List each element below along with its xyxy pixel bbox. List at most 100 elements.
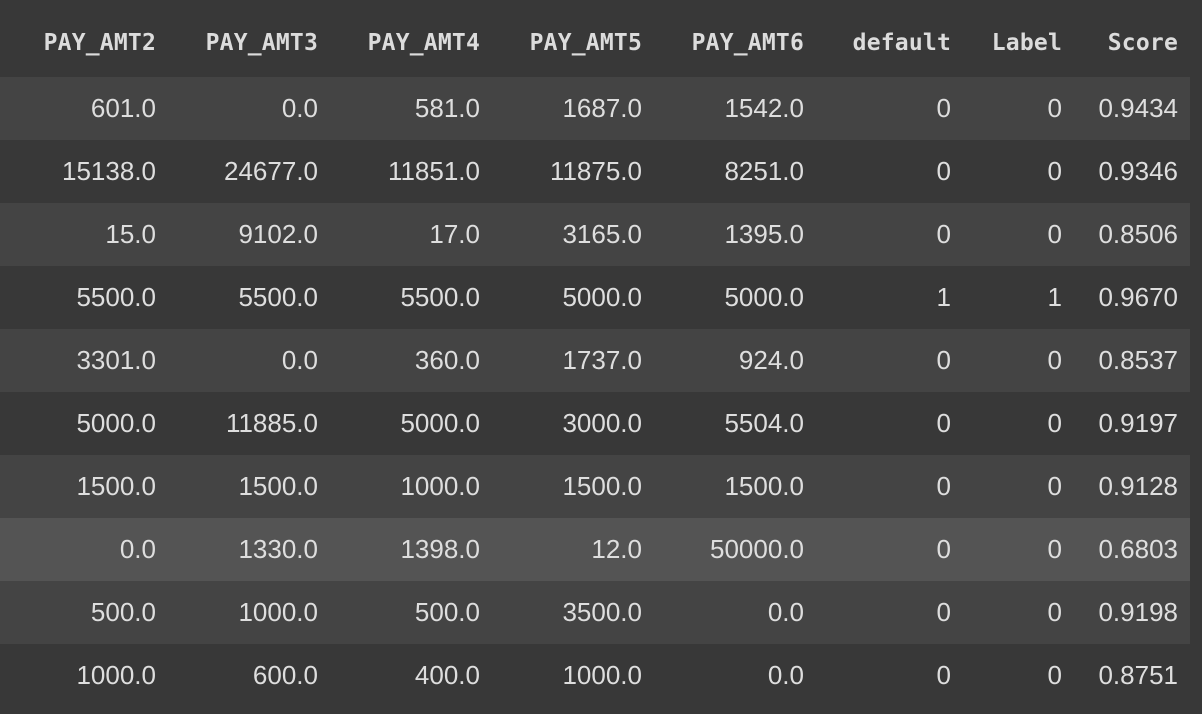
pay-amt5-cell: 3165.0 <box>562 219 642 249</box>
label-cell: 0 <box>1047 408 1062 438</box>
column-header-score: Score <box>1074 8 1190 77</box>
table-row: 1500.0 1500.0 1000.0 1500.0 1500.0 0 0 0.9128 <box>0 455 1190 518</box>
pay-amt4-cell: 1000.0 <box>400 471 480 501</box>
default-cell: 0 <box>936 534 951 564</box>
pay-amt2-cell: 5000.0 <box>76 408 156 438</box>
table-row: 15138.0 24677.0 11851.0 11875.0 8251.0 0 0 0.93… <box>0 140 1190 203</box>
header-row: PAY_AMT2 PAY_AMT3 PAY_AMT4 PAY_AMT5 PAY_… <box>0 8 1190 77</box>
column-header-pay-amt4: PAY_AMT4 <box>330 8 492 77</box>
score-cell: 0.8751 <box>1098 660 1178 690</box>
column-header-default: default <box>816 8 963 77</box>
pay-amt6-cell: 5504.0 <box>724 408 804 438</box>
pay-amt3-cell: 0.0 <box>281 93 318 123</box>
column-header-pay-amt6: PAY_AMT6 <box>654 8 816 77</box>
pay-amt6-cell: 924.0 <box>738 345 804 375</box>
pay-amt5-cell: 1500.0 <box>562 471 642 501</box>
default-cell: 0 <box>936 660 951 690</box>
pay-amt5-cell: 12.0 <box>591 534 642 564</box>
pay-amt3-cell: 600.0 <box>252 660 318 690</box>
pay-amt6-cell: 0.0 <box>767 660 804 690</box>
pay-amt4-cell: 400.0 <box>414 660 480 690</box>
table-row: 0.0 1330.0 1398.0 12.0 50000.0 0 0 0.6803 <box>0 518 1190 581</box>
default-cell: 0 <box>936 93 951 123</box>
table-body: 601.0 0.0 581.0 1687.0 1542.0 0 0 0.9434 15138.0… <box>0 77 1190 707</box>
column-header-pay-amt5: PAY_AMT5 <box>492 8 654 77</box>
pay-amt5-cell: 1687.0 <box>562 93 642 123</box>
table-row: 601.0 0.0 581.0 1687.0 1542.0 0 0 0.9434 <box>0 77 1190 140</box>
table-row: 15.0 9102.0 17.0 3165.0 1395.0 0 0 0.8506 <box>0 203 1190 266</box>
label-cell: 1 <box>1047 282 1062 312</box>
pay-amt3-cell: 11885.0 <box>225 408 318 438</box>
table-row: 3301.0 0.0 360.0 1737.0 924.0 0 0 0.8537 <box>0 329 1190 392</box>
pay-amt3-cell: 1500.0 <box>238 471 318 501</box>
column-header-label: Label <box>963 8 1074 77</box>
pay-amt3-cell: 9102.0 <box>238 219 318 249</box>
table-row: 5500.0 5500.0 5500.0 5000.0 5000.0 1 1 0.9670 <box>0 266 1190 329</box>
pay-amt6-cell: 0.0 <box>767 597 804 627</box>
pay-amt4-cell: 5000.0 <box>400 408 480 438</box>
score-cell: 0.9670 <box>1098 282 1178 312</box>
pay-amt4-cell: 500.0 <box>414 597 480 627</box>
pay-amt6-cell: 5000.0 <box>724 282 804 312</box>
pay-amt5-cell: 5000.0 <box>562 282 642 312</box>
label-cell: 0 <box>1047 597 1062 627</box>
default-cell: 0 <box>936 345 951 375</box>
pay-amt4-cell: 5500.0 <box>400 282 480 312</box>
pay-amt3-cell: 0.0 <box>281 345 318 375</box>
pay-amt2-cell: 3301.0 <box>76 345 156 375</box>
default-cell: 0 <box>936 408 951 438</box>
pay-amt2-cell: 0.0 <box>119 534 156 564</box>
pay-amt2-cell: 1000.0 <box>76 660 156 690</box>
table-row: 500.0 1000.0 500.0 3500.0 0.0 0 0 0.9198 <box>0 581 1190 644</box>
label-cell: 0 <box>1047 93 1062 123</box>
score-cell: 0.9128 <box>1098 471 1178 501</box>
pay-amt4-cell: 1398.0 <box>400 534 480 564</box>
score-cell: 0.9197 <box>1098 408 1178 438</box>
pay-amt6-cell: 1395.0 <box>724 219 804 249</box>
pay-amt6-cell: 8251.0 <box>724 156 804 186</box>
label-cell: 0 <box>1047 471 1062 501</box>
pay-amt5-cell: 11875.0 <box>549 156 642 186</box>
dataframe-table: PAY_AMT2 PAY_AMT3 PAY_AMT4 PAY_AMT5 PAY_… <box>0 8 1190 707</box>
pay-amt4-cell: 11851.0 <box>387 156 480 186</box>
pay-amt2-cell: 500.0 <box>90 597 156 627</box>
default-cell: 0 <box>936 219 951 249</box>
default-cell: 1 <box>936 282 951 312</box>
label-cell: 0 <box>1047 219 1062 249</box>
table-header: PAY_AMT2 PAY_AMT3 PAY_AMT4 PAY_AMT5 PAY_… <box>0 8 1190 77</box>
default-cell: 0 <box>936 471 951 501</box>
pay-amt2-cell: 15138.0 <box>62 156 156 186</box>
label-cell: 0 <box>1047 156 1062 186</box>
pay-amt3-cell: 5500.0 <box>238 282 318 312</box>
pay-amt5-cell: 1000.0 <box>562 660 642 690</box>
pay-amt2-cell: 1500.0 <box>76 471 156 501</box>
table-row: 5000.0 11885.0 5000.0 3000.0 5504.0 0 0 0.9197 <box>0 392 1190 455</box>
pay-amt6-cell: 1542.0 <box>724 93 804 123</box>
score-cell: 0.8537 <box>1098 345 1178 375</box>
pay-amt2-cell: 601.0 <box>90 93 156 123</box>
column-header-pay-amt2: PAY_AMT2 <box>0 8 168 77</box>
score-cell: 0.8506 <box>1098 219 1178 249</box>
label-cell: 0 <box>1047 345 1062 375</box>
pay-amt3-cell: 1000.0 <box>238 597 318 627</box>
default-cell: 0 <box>936 597 951 627</box>
pay-amt4-cell: 360.0 <box>414 345 480 375</box>
pay-amt5-cell: 1737.0 <box>562 345 642 375</box>
pay-amt5-cell: 3500.0 <box>562 597 642 627</box>
pay-amt5-cell: 3000.0 <box>562 408 642 438</box>
label-cell: 0 <box>1047 534 1062 564</box>
table-row: 1000.0 600.0 400.0 1000.0 0.0 0 0 0.8751 <box>0 644 1190 707</box>
score-cell: 0.9346 <box>1098 156 1178 186</box>
pay-amt2-cell: 5500.0 <box>76 282 156 312</box>
pay-amt4-cell: 581.0 <box>414 93 480 123</box>
label-cell: 0 <box>1047 660 1062 690</box>
score-cell: 0.9198 <box>1098 597 1178 627</box>
pay-amt4-cell: 17.0 <box>429 219 480 249</box>
pay-amt3-cell: 1330.0 <box>238 534 318 564</box>
pay-amt2-cell: 15.0 <box>105 219 156 249</box>
pay-amt3-cell: 24677.0 <box>224 156 318 186</box>
pay-amt6-cell: 1500.0 <box>724 471 804 501</box>
pay-amt6-cell: 50000.0 <box>710 534 804 564</box>
score-cell: 0.9434 <box>1098 93 1178 123</box>
